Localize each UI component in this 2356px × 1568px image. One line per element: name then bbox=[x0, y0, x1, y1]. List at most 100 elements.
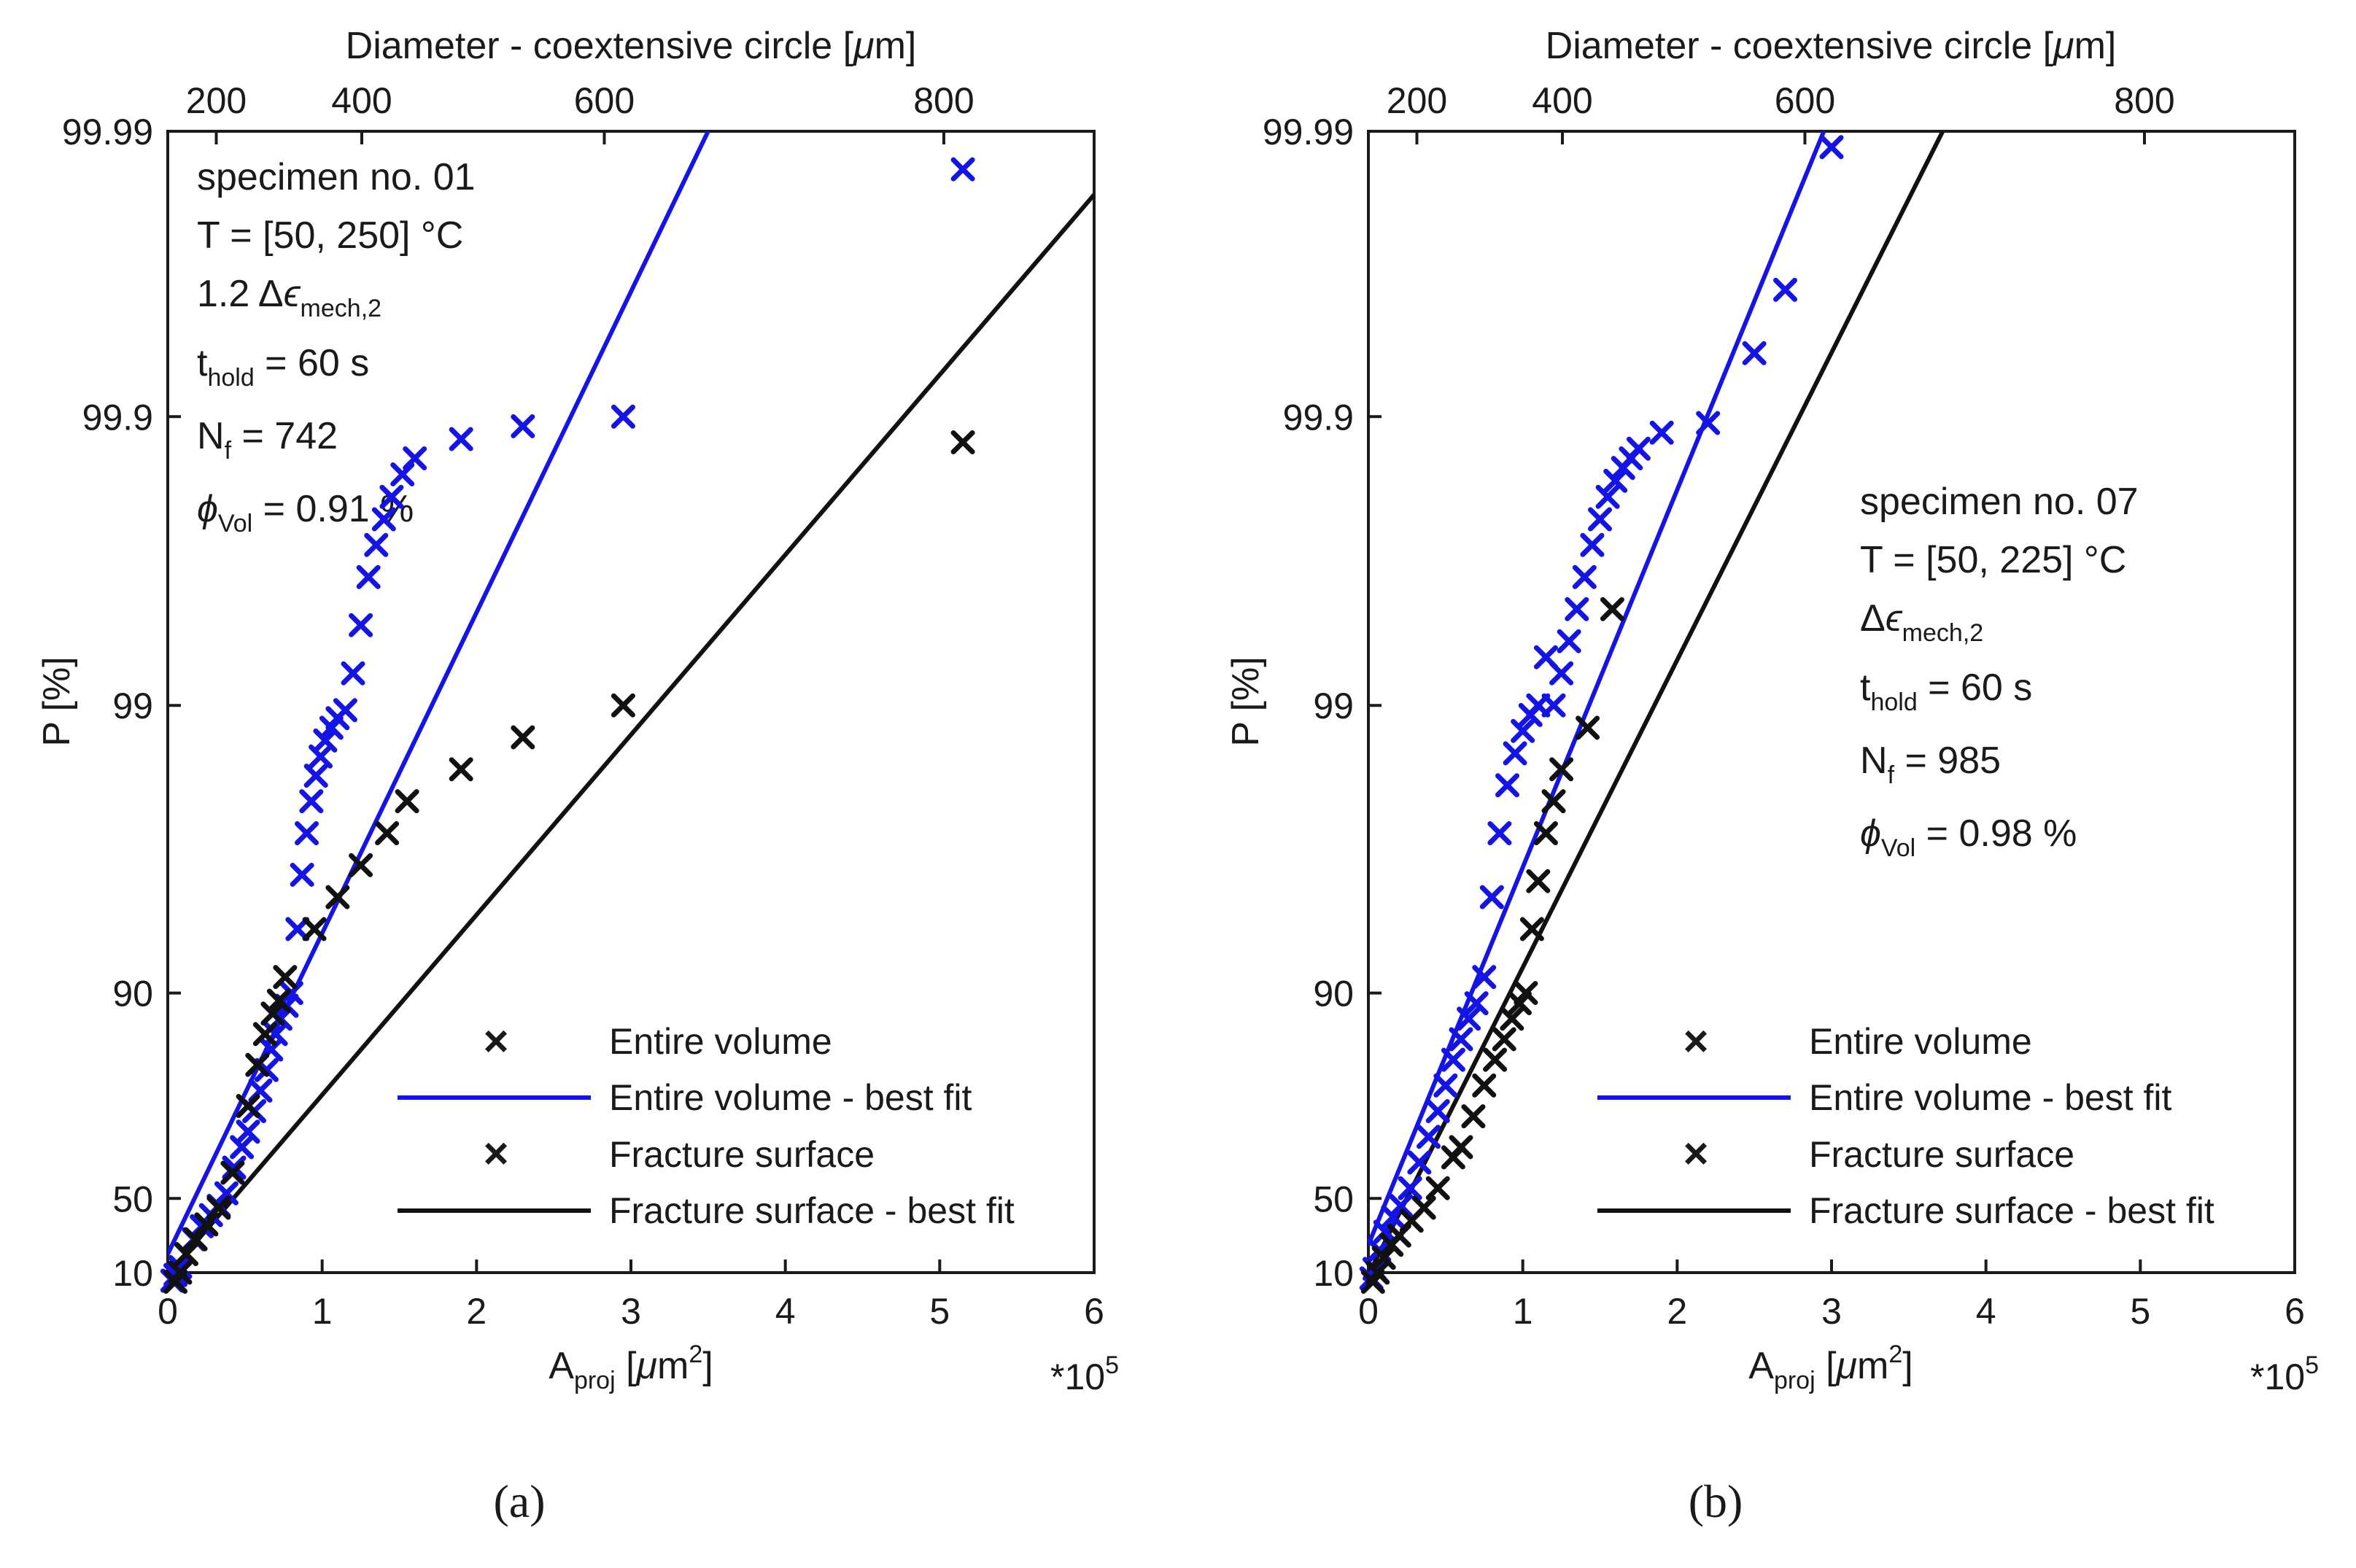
point-entire-a bbox=[950, 157, 975, 182]
point-fracture-a bbox=[266, 988, 291, 1013]
info-strain-a: 1.2 Δϵmech,2 bbox=[197, 273, 381, 322]
x-tick-label-a: 3 bbox=[621, 1291, 641, 1332]
x-tick-label-a: 4 bbox=[775, 1291, 796, 1332]
panel-caption-b: (b) bbox=[1689, 1475, 1743, 1527]
x-multiplier-a: *105 bbox=[1050, 1351, 1119, 1397]
point-entire-b bbox=[1595, 484, 1620, 509]
x-tick-label-b: 0 bbox=[1358, 1291, 1379, 1332]
point-fracture-b bbox=[1507, 991, 1532, 1016]
point-entire-a bbox=[371, 507, 396, 532]
x-tick-label-a: 1 bbox=[312, 1291, 333, 1332]
point-fracture-b bbox=[1541, 789, 1566, 814]
info-strain-b: Δϵmech,2 bbox=[1860, 597, 1983, 647]
legend-marker-fracture-b: × bbox=[1683, 1129, 1708, 1178]
point-fracture-b bbox=[1600, 597, 1624, 621]
point-entire-a bbox=[236, 1119, 260, 1144]
point-fracture-a bbox=[206, 1195, 231, 1220]
point-fracture-b bbox=[1365, 1260, 1390, 1285]
point-fracture-a bbox=[395, 789, 419, 814]
point-entire-a bbox=[230, 1135, 255, 1160]
point-entire-b bbox=[1819, 135, 1844, 160]
point-fracture-a bbox=[349, 853, 373, 877]
point-entire-b bbox=[1649, 420, 1674, 445]
panel-b: Diameter - coextensive circle [μm] P [%]… bbox=[1225, 25, 2319, 1397]
y-tick-label-a: 90 bbox=[112, 974, 153, 1014]
point-fracture-a bbox=[511, 725, 535, 750]
point-fracture-b bbox=[1483, 1047, 1508, 1072]
point-entire-b bbox=[1495, 773, 1519, 798]
point-entire-b bbox=[1565, 597, 1589, 621]
point-fracture-a bbox=[950, 430, 975, 454]
top-tick-label-b: 200 bbox=[1387, 80, 1447, 121]
x-axis-label-b: Aproj [μm2] bbox=[1748, 1340, 1913, 1394]
info-block-b: specimen no. 07 T = [50, 225] °C Δϵmech,… bbox=[1860, 481, 2139, 862]
point-entire-b bbox=[1472, 965, 1497, 990]
point-entire-a bbox=[290, 862, 314, 887]
point-fracture-a bbox=[449, 757, 473, 782]
point-fracture-a bbox=[168, 1260, 193, 1285]
legend-label-entire-b: Entire volume bbox=[1809, 1021, 2032, 1062]
x-tick-label-b: 6 bbox=[2285, 1291, 2305, 1332]
point-fracture-a bbox=[302, 917, 327, 942]
point-fracture-b bbox=[1411, 1195, 1436, 1220]
point-entire-a bbox=[379, 484, 404, 509]
point-fracture-a bbox=[325, 885, 350, 909]
point-entire-b bbox=[1464, 991, 1489, 1016]
point-entire-a bbox=[449, 427, 473, 451]
x-tick-label-a: 6 bbox=[1084, 1291, 1104, 1332]
y-tick-label-b: 90 bbox=[1313, 974, 1354, 1014]
point-fracture-a bbox=[252, 1022, 277, 1047]
panel-a: Diameter - coextensive circle [μm] P [%]… bbox=[36, 25, 1119, 1397]
point-entire-b bbox=[1511, 718, 1535, 743]
point-fracture-b bbox=[1533, 820, 1558, 845]
point-entire-b bbox=[1580, 532, 1605, 557]
point-entire-a bbox=[611, 404, 635, 429]
y-axis-label-a: P [%] bbox=[36, 656, 78, 746]
point-fracture-b bbox=[1576, 715, 1600, 740]
info-phi-a: ϕVol = 0.91 % bbox=[197, 488, 414, 537]
x-tick-label-a: 2 bbox=[466, 1291, 487, 1332]
y-tick-label-b: 99 bbox=[1313, 686, 1354, 726]
point-entire-b bbox=[1626, 436, 1651, 461]
point-entire-a bbox=[511, 414, 535, 438]
x-tick-label-a: 0 bbox=[158, 1291, 178, 1332]
x-tick-label-b: 5 bbox=[2130, 1291, 2150, 1332]
x-multiplier-b: *105 bbox=[2250, 1351, 2319, 1397]
point-entire-b bbox=[1433, 1073, 1458, 1098]
legend-label-fracture-fit-b: Fracture surface - best fit bbox=[1809, 1190, 2214, 1231]
top-tick-label-a: 400 bbox=[331, 80, 392, 121]
top-tick-label-b: 800 bbox=[2114, 80, 2174, 121]
info-phi-b: ϕVol = 0.98 % bbox=[1860, 812, 2077, 862]
info-thold-b: thold = 60 s bbox=[1860, 667, 2032, 716]
fit-line-entire-b bbox=[1368, 131, 1826, 1246]
point-fracture-a bbox=[273, 965, 298, 990]
point-fracture-a bbox=[194, 1212, 219, 1237]
y-tick-label-a: 99.99 bbox=[62, 112, 153, 152]
point-entire-b bbox=[1417, 1125, 1441, 1149]
point-fracture-b bbox=[1425, 1176, 1450, 1200]
point-entire-b bbox=[1603, 468, 1628, 493]
point-fracture-b bbox=[1519, 917, 1544, 942]
info-block-a: specimen no. 01 T = [50, 250] °C 1.2 Δϵm… bbox=[197, 156, 476, 537]
legend-label-entire-fit-b: Entire volume - best fit bbox=[1809, 1077, 2172, 1118]
point-fracture-b bbox=[1492, 1027, 1516, 1052]
point-fracture-a bbox=[174, 1242, 198, 1267]
point-entire-b bbox=[1388, 1193, 1413, 1218]
point-entire-a bbox=[390, 462, 415, 486]
point-entire-a bbox=[214, 1181, 239, 1206]
point-entire-a bbox=[403, 446, 427, 470]
point-entire-a bbox=[295, 820, 319, 845]
y-tick-label-a: 99.9 bbox=[82, 397, 153, 438]
point-fracture-b bbox=[1549, 757, 1574, 782]
x-tick-label-b: 1 bbox=[1513, 1291, 1533, 1332]
point-fracture-b bbox=[1461, 1104, 1486, 1129]
legend-marker-fracture-a: × bbox=[483, 1129, 508, 1178]
point-entire-a bbox=[303, 764, 328, 788]
info-specimen-a: specimen no. 01 bbox=[197, 156, 476, 198]
point-fracture-a bbox=[375, 820, 400, 845]
legend-marker-entire-a: × bbox=[483, 1017, 508, 1066]
top-tick-label-b: 600 bbox=[1775, 80, 1835, 121]
legend-a: × Entire volume Entire volume - best fit… bbox=[398, 1017, 1015, 1231]
legend-label-fracture-b: Fracture surface bbox=[1809, 1134, 2074, 1175]
legend-b: × Entire volume Entire volume - best fit… bbox=[1597, 1017, 2214, 1231]
